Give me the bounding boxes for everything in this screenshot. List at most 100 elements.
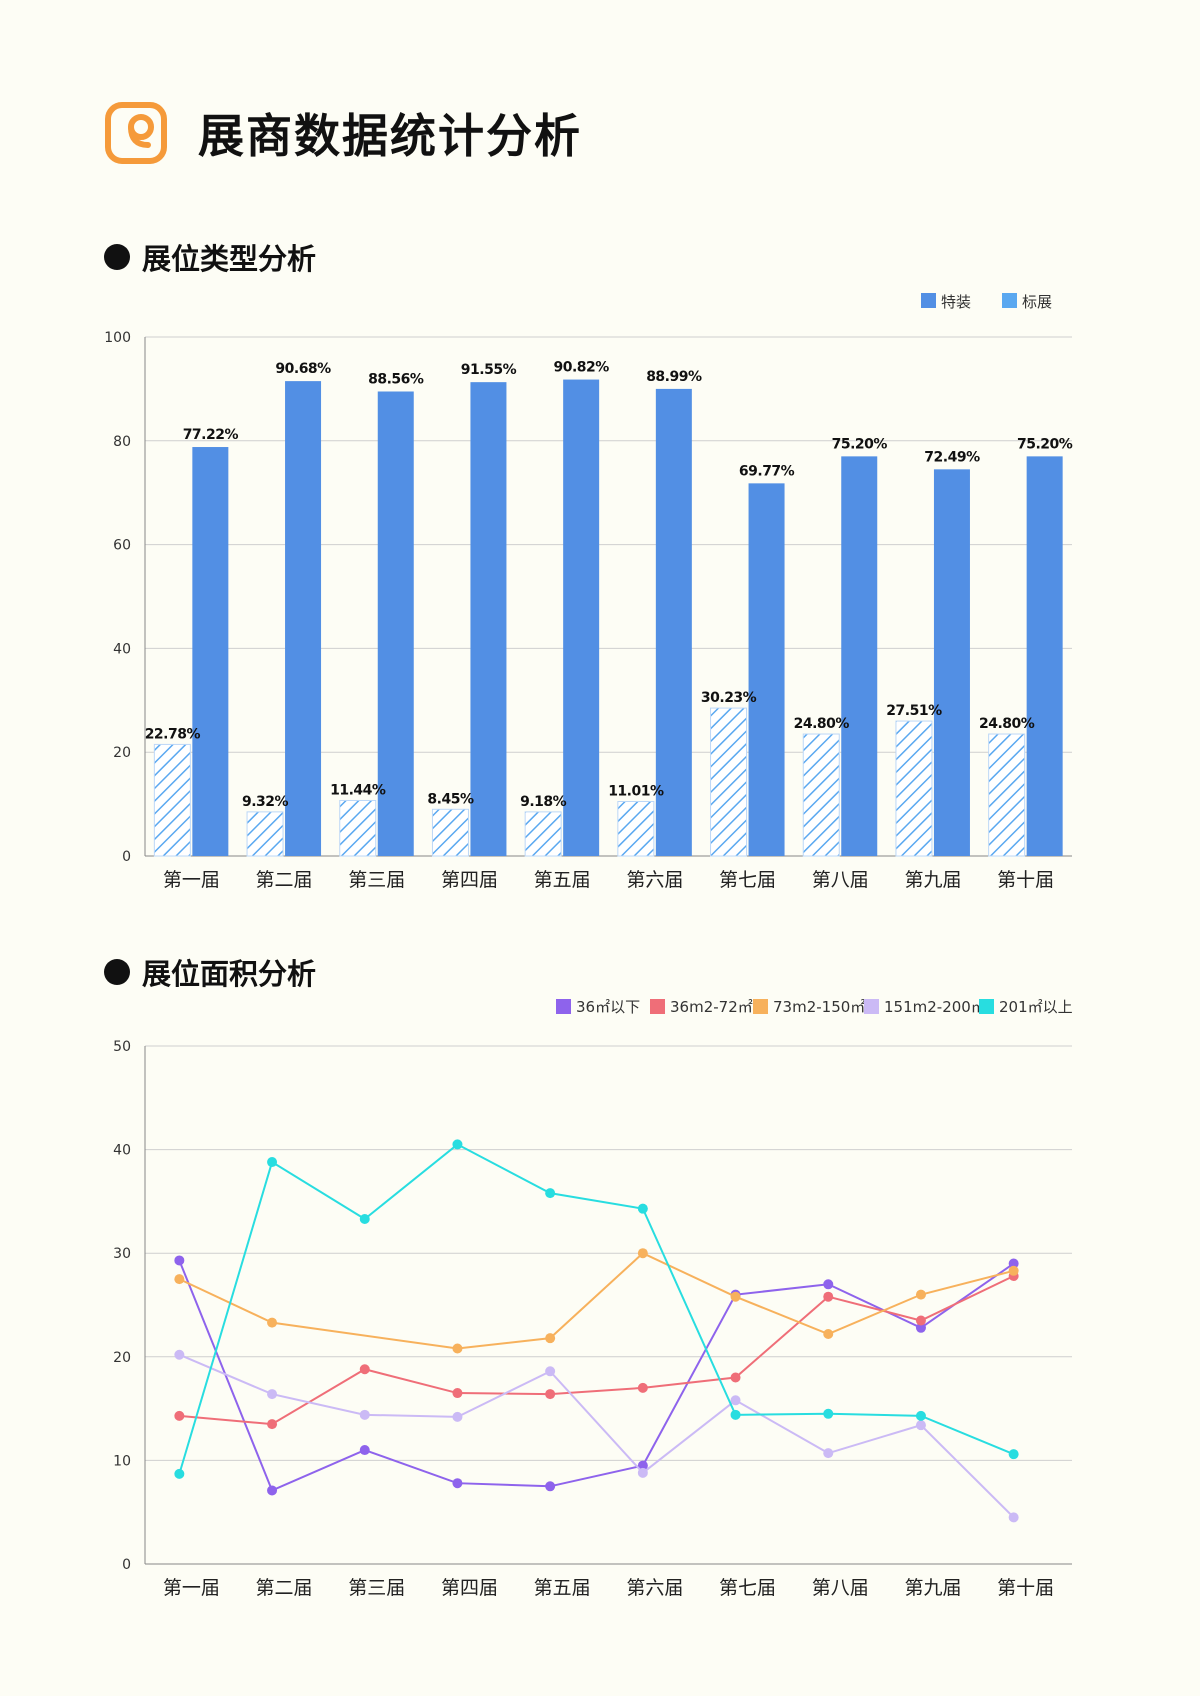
bar-standard <box>710 707 748 857</box>
y-tick-label: 0 <box>122 1557 131 1573</box>
data-label-special: 75.20% <box>1017 436 1073 452</box>
x-tick-label: 第十届 <box>997 1577 1054 1599</box>
bar-standard <box>339 799 377 857</box>
data-point <box>545 1333 556 1344</box>
y-tick-label: 50 <box>113 1039 131 1055</box>
data-point <box>174 1349 185 1360</box>
x-tick-label: 第六届 <box>626 1577 683 1599</box>
data-point <box>267 1485 278 1496</box>
series-line <box>179 1275 1015 1426</box>
data-point <box>452 1478 463 1489</box>
data-point <box>1008 1258 1019 1269</box>
data-point <box>823 1291 834 1302</box>
data-point <box>637 1467 648 1478</box>
data-point <box>730 1372 741 1383</box>
legend-label: 73m2-150㎡ <box>773 998 865 1016</box>
x-tick-label: 第五届 <box>534 869 591 891</box>
data-label-special: 88.99% <box>646 369 702 385</box>
bar-standard <box>431 808 469 857</box>
section-title-label: 展位面积分析 <box>142 957 317 991</box>
data-point <box>267 1419 278 1430</box>
y-tick-label: 20 <box>113 1350 131 1366</box>
bar-standard <box>153 743 191 857</box>
data-point <box>452 1139 463 1150</box>
data-point <box>730 1291 741 1302</box>
data-point <box>730 1395 741 1406</box>
x-tick-label: 第八届 <box>812 1577 869 1599</box>
y-tick-label: 30 <box>113 1246 131 1262</box>
data-point <box>267 1157 278 1168</box>
x-tick-label: 第五届 <box>534 1577 591 1599</box>
x-tick-label: 第七届 <box>719 1577 776 1599</box>
data-label-standard: 11.44% <box>330 782 386 798</box>
y-tick-label: 60 <box>113 538 131 554</box>
data-point <box>637 1382 648 1393</box>
x-tick-label: 第九届 <box>904 869 961 891</box>
line-legend: 36㎡以下 36m2-72㎡ 73m2-150㎡ 151m2-200㎡ 201㎡以上 <box>556 998 1073 1016</box>
bar-legend: 特装 标展 <box>921 293 1052 311</box>
x-tick-label: 第一届 <box>163 1577 220 1599</box>
legend-swatch <box>753 999 768 1014</box>
x-tick-label: 第一届 <box>163 869 220 891</box>
bar-standard <box>895 720 933 857</box>
bar-special <box>285 381 322 856</box>
data-label-standard: 11.01% <box>608 784 664 800</box>
x-tick-label: 第六届 <box>626 869 683 891</box>
data-point <box>823 1448 834 1459</box>
bar-standard <box>802 733 840 857</box>
page-header: 展商数据统计分析 <box>104 100 582 166</box>
legend-label-special: 特装 <box>941 293 971 311</box>
data-point <box>915 1289 926 1300</box>
data-label-special: 90.68% <box>275 361 331 377</box>
bar-special <box>655 388 692 856</box>
bar-standard <box>617 801 655 857</box>
bullet-dot-icon <box>104 959 130 985</box>
data-label-standard: 24.80% <box>794 716 850 732</box>
bullet-dot-icon <box>104 244 130 270</box>
bar-special <box>192 447 229 856</box>
legend-swatch-special <box>921 293 936 308</box>
data-point <box>1008 1265 1019 1276</box>
legend-swatch <box>864 999 879 1014</box>
x-tick-label: 第二届 <box>256 869 313 891</box>
y-tick-label: 80 <box>113 434 131 450</box>
x-tick-label: 第七届 <box>719 869 776 891</box>
data-point <box>359 1409 370 1420</box>
data-point <box>637 1203 648 1214</box>
data-point <box>1008 1449 1019 1460</box>
data-point <box>915 1420 926 1431</box>
legend-swatch <box>650 999 665 1014</box>
logo-icon <box>105 102 167 164</box>
legend-swatch <box>556 999 571 1014</box>
booth-type-bar-chart: 0 20 40 60 80 100 22.78% 77.22% 第一届 9.32% 90.68% 第二… <box>104 293 1073 891</box>
booth-area-line-chart: 0 10 20 30 40 50 第一届 第二届 第三届 第四届 第五届 第六届 第七届 第八届 第九届 第十… <box>113 998 1073 1599</box>
data-point <box>545 1188 556 1199</box>
section-title-booth-area: 展位面积分析 <box>104 951 316 993</box>
data-point <box>823 1408 834 1419</box>
legend-label: 36m2-72㎡ <box>670 998 753 1016</box>
data-label-standard: 9.18% <box>520 794 567 810</box>
data-label-standard: 8.45% <box>427 791 474 807</box>
data-point <box>637 1248 648 1259</box>
data-label-standard: 22.78% <box>145 726 201 742</box>
data-point <box>359 1445 370 1456</box>
bar-special <box>841 456 878 856</box>
data-label-standard: 30.23% <box>701 690 757 706</box>
data-point <box>452 1343 463 1354</box>
page-title: 展商数据统计分析 <box>198 109 582 163</box>
data-label-special: 69.77% <box>739 463 795 479</box>
x-tick-label: 第三届 <box>348 869 405 891</box>
data-point <box>545 1481 556 1492</box>
data-point <box>174 1274 185 1285</box>
legend-swatch-standard <box>1002 293 1017 308</box>
data-point <box>267 1317 278 1328</box>
data-point <box>915 1410 926 1421</box>
bar-special <box>1026 456 1063 856</box>
y-tick-label: 100 <box>104 330 131 346</box>
legend-label: 201㎡以上 <box>999 998 1073 1016</box>
series-line <box>178 1260 1015 1492</box>
data-point <box>545 1389 556 1400</box>
legend-label-standard: 标展 <box>1022 293 1052 311</box>
bar-standard <box>988 733 1026 857</box>
data-point <box>545 1366 556 1377</box>
